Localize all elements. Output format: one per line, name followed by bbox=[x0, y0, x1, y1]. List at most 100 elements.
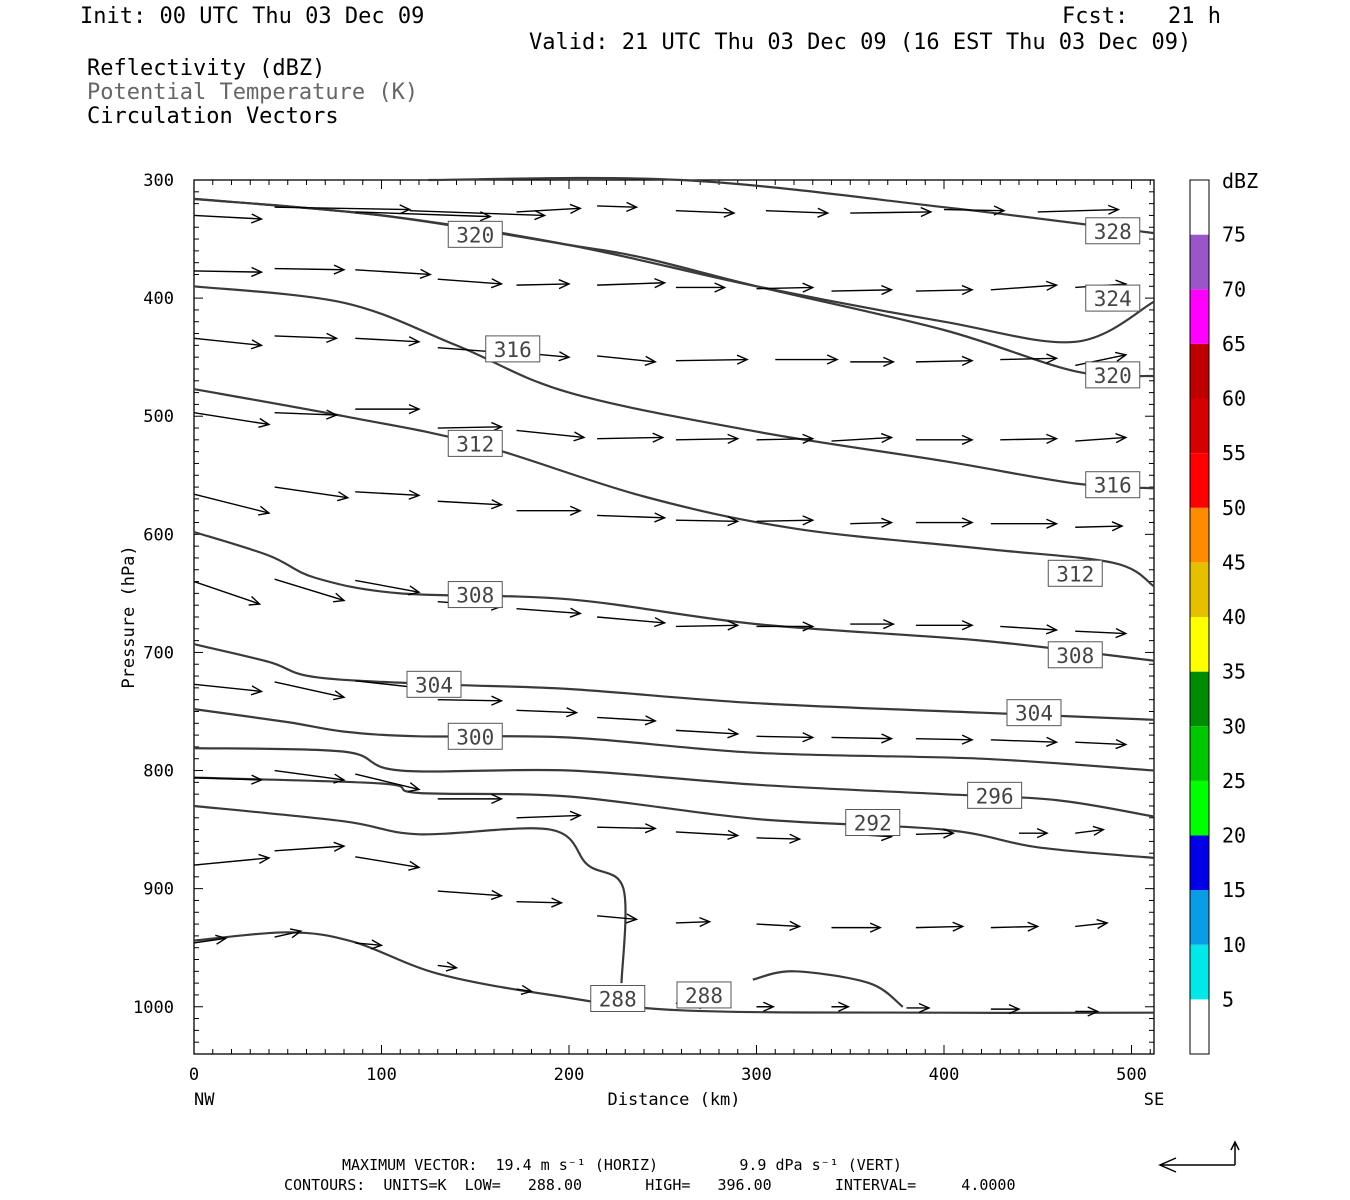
vector-shaft bbox=[355, 491, 420, 497]
y-tick-label: 400 bbox=[143, 289, 174, 309]
vector-head bbox=[727, 433, 740, 444]
circulation-vector-arrow bbox=[675, 433, 740, 444]
colorbar-segment bbox=[1190, 343, 1209, 399]
y-tick-label: 500 bbox=[143, 407, 174, 427]
vector-head bbox=[332, 592, 346, 603]
circulation-vector-arrow bbox=[1019, 828, 1049, 839]
vector-shaft bbox=[1075, 630, 1126, 635]
vector-shaft bbox=[597, 616, 665, 624]
circulation-vector-arrow bbox=[437, 889, 504, 901]
axis-labels: 300 400 500 600 700 800 900 1000 0 100 200 300 400 50… bbox=[119, 171, 1164, 1110]
vector-shaft bbox=[437, 964, 457, 969]
vector-head bbox=[490, 278, 504, 289]
contour-label-box bbox=[590, 984, 646, 1012]
vector-shaft bbox=[274, 335, 337, 339]
vector-head bbox=[258, 853, 271, 864]
vector-head bbox=[1115, 627, 1128, 639]
colorbar-segment bbox=[1190, 999, 1209, 1054]
vector-head bbox=[1114, 351, 1128, 362]
vector-shaft bbox=[516, 709, 577, 714]
colorbar-segment bbox=[1190, 726, 1209, 781]
y-tick-label: 600 bbox=[143, 525, 174, 545]
vector-shaft bbox=[193, 937, 226, 944]
circulation-vector-arrow bbox=[675, 354, 749, 365]
circulation-vector-arrow bbox=[915, 734, 974, 745]
vector-shaft bbox=[355, 211, 491, 218]
vector-head bbox=[408, 585, 421, 596]
vector-head bbox=[763, 1001, 776, 1012]
vector-head bbox=[569, 810, 582, 821]
vector-shaft bbox=[1000, 357, 1057, 361]
circulation-vector-arrow bbox=[1075, 918, 1109, 930]
circulation-vector-arrow bbox=[193, 493, 271, 516]
vector-head bbox=[408, 489, 421, 500]
y-tick-label: 900 bbox=[143, 880, 174, 900]
circulation-vector-arrow bbox=[193, 580, 262, 606]
contour-label-text: 288 bbox=[685, 984, 723, 1008]
contour-labels: 328 324 320 320 316 316 312 312 308 308 304 304 300 2… bbox=[406, 217, 1141, 1012]
theta-contour-line bbox=[193, 931, 1155, 1014]
circulation-vector-arrow bbox=[193, 853, 271, 866]
vector-head bbox=[558, 279, 571, 290]
circulation-vector-arrow bbox=[1000, 624, 1059, 635]
vector-head bbox=[573, 431, 586, 442]
vector-head bbox=[569, 505, 582, 516]
circulation-vector-arrow bbox=[943, 205, 1006, 216]
circulation-vector-arrow bbox=[1075, 627, 1128, 639]
circulation-vector-arrow bbox=[831, 432, 894, 444]
circulation-vector-arrow bbox=[274, 486, 350, 502]
vector-shaft bbox=[274, 578, 345, 602]
circulation-vector-arrow bbox=[437, 499, 504, 510]
x-axis-title: Distance (km) bbox=[607, 1090, 740, 1110]
circulation-vector-arrow bbox=[1075, 351, 1128, 367]
vector-shaft bbox=[1075, 741, 1126, 746]
vector-head bbox=[215, 934, 228, 945]
vector-shaft bbox=[1075, 436, 1126, 442]
circulation-vector-arrow bbox=[915, 828, 956, 839]
circulation-vector-arrow bbox=[355, 268, 432, 279]
vector-shaft bbox=[943, 208, 1005, 212]
circulation-vector-arrow bbox=[831, 733, 894, 744]
vector-shaft bbox=[597, 716, 656, 722]
contour-label-text: 324 bbox=[1094, 287, 1132, 311]
vector-head bbox=[838, 1001, 851, 1012]
circulation-vector-arrow bbox=[675, 620, 740, 631]
vector-shaft bbox=[193, 270, 262, 273]
contour-label: 288 bbox=[590, 984, 646, 1012]
vector-shaft bbox=[1075, 922, 1108, 928]
vector-shaft bbox=[597, 436, 663, 440]
contour-label-box bbox=[447, 722, 503, 750]
x-tick-label: 400 bbox=[929, 1065, 960, 1085]
theta-contour-line bbox=[752, 970, 904, 1008]
circulation-vector-arrow bbox=[274, 841, 346, 852]
vector-head bbox=[644, 355, 657, 366]
vector-shaft bbox=[915, 737, 973, 741]
contour-label-text: 292 bbox=[854, 812, 892, 836]
y-tick-label: 700 bbox=[143, 643, 174, 663]
colorbar-level-label: 15 bbox=[1222, 878, 1246, 902]
circulation-vector-arrow bbox=[274, 928, 303, 939]
contour-label: 304 bbox=[1006, 699, 1062, 727]
vector-head bbox=[566, 707, 579, 718]
vector-head bbox=[445, 961, 459, 972]
vector-head bbox=[881, 284, 894, 296]
vector-shaft bbox=[850, 211, 931, 214]
circulation-vector-arrow bbox=[831, 922, 882, 933]
init-time: Init: 00 UTC Thu 03 Dec 09 bbox=[80, 4, 425, 29]
circulation-vector-arrow bbox=[193, 266, 264, 278]
contour-label-text: 288 bbox=[599, 987, 637, 1011]
circulation-vector-arrow bbox=[756, 1001, 776, 1012]
vector-head bbox=[1111, 521, 1124, 532]
theta-contour-line bbox=[193, 197, 1155, 344]
vector-shaft bbox=[274, 267, 345, 271]
vector-head bbox=[883, 356, 896, 368]
forecast-hour: Fcst: 21 h bbox=[1062, 4, 1221, 29]
contour-label: 308 bbox=[447, 581, 503, 609]
colorbar-level-label: 75 bbox=[1222, 223, 1246, 247]
colorbar-level-label: 5 bbox=[1222, 987, 1234, 1011]
vector-head bbox=[802, 621, 815, 632]
vector-shaft bbox=[437, 278, 502, 285]
circulation-vector-arrow bbox=[355, 336, 421, 347]
colorbar-segment bbox=[1190, 617, 1209, 672]
